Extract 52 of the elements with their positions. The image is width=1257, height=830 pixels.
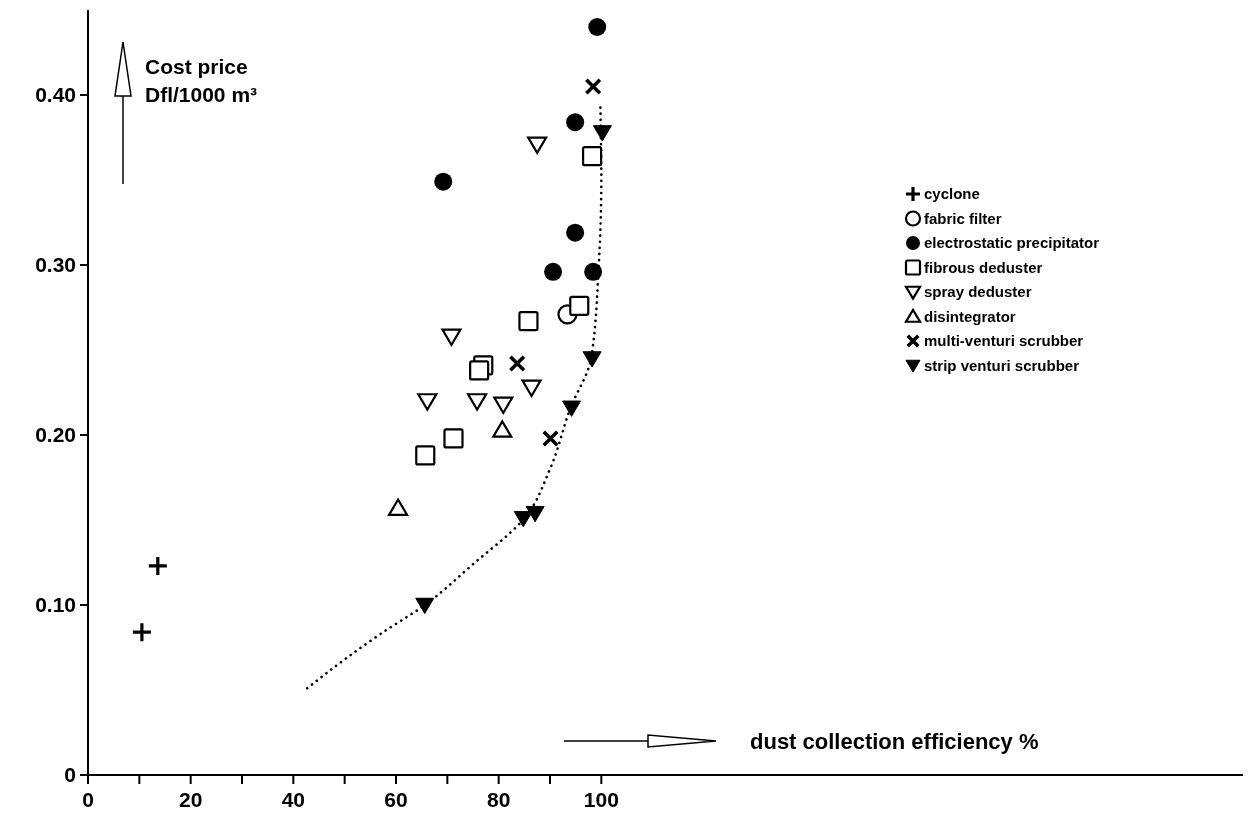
legend-label: strip venturi scrubber (924, 356, 1080, 374)
y-tick-label: 0.10 (35, 593, 76, 617)
point (147, 555, 169, 577)
y-tick-label: 0 (64, 763, 76, 787)
point (584, 77, 602, 96)
y-axis-title: Cost price Dfl/1000 m³ (145, 55, 258, 106)
legend-label: fibrous deduster (924, 258, 1043, 276)
legend-label: disintegrator (924, 307, 1016, 325)
point (443, 428, 464, 449)
x-tick-label: 0 (82, 788, 94, 811)
point (493, 396, 514, 415)
x-axis-title: dust collection efficiency % (750, 729, 1039, 754)
point (415, 445, 436, 466)
point (566, 113, 585, 132)
x-tick-label: 40 (281, 788, 306, 811)
point (581, 146, 603, 167)
point (131, 621, 153, 643)
point (544, 262, 563, 281)
point (588, 18, 607, 36)
point (582, 351, 602, 368)
point (592, 125, 612, 142)
point (562, 400, 582, 417)
point (584, 262, 603, 281)
point (513, 511, 533, 528)
point (417, 393, 438, 411)
point (469, 360, 490, 381)
x-tick-label: 20 (178, 788, 203, 811)
point (525, 505, 545, 523)
point (508, 355, 526, 373)
point (566, 223, 585, 242)
point (387, 498, 409, 516)
y-tick-label: 0.30 (35, 253, 76, 277)
y-tick-label: 0.20 (35, 423, 76, 447)
point (527, 136, 548, 154)
point (541, 429, 560, 447)
point (415, 597, 435, 615)
x-tick-label: 80 (486, 788, 511, 811)
legend-label: fabric filter (924, 209, 1002, 227)
legend-label: cyclone (924, 185, 980, 203)
y-tick-label: 0.40 (35, 83, 76, 107)
x-tick-label: 60 (384, 788, 408, 811)
point (467, 393, 488, 411)
legend-label: electrostatic precipitator (924, 234, 1100, 252)
legend-label: multi-venturi scrubber (924, 332, 1084, 350)
x-tick-label: 100 (583, 788, 619, 811)
point (521, 379, 542, 398)
legend-label: spray deduster (924, 283, 1032, 301)
point (518, 311, 539, 332)
point (441, 328, 462, 347)
point (492, 420, 513, 438)
point (569, 295, 590, 316)
point (434, 172, 453, 191)
